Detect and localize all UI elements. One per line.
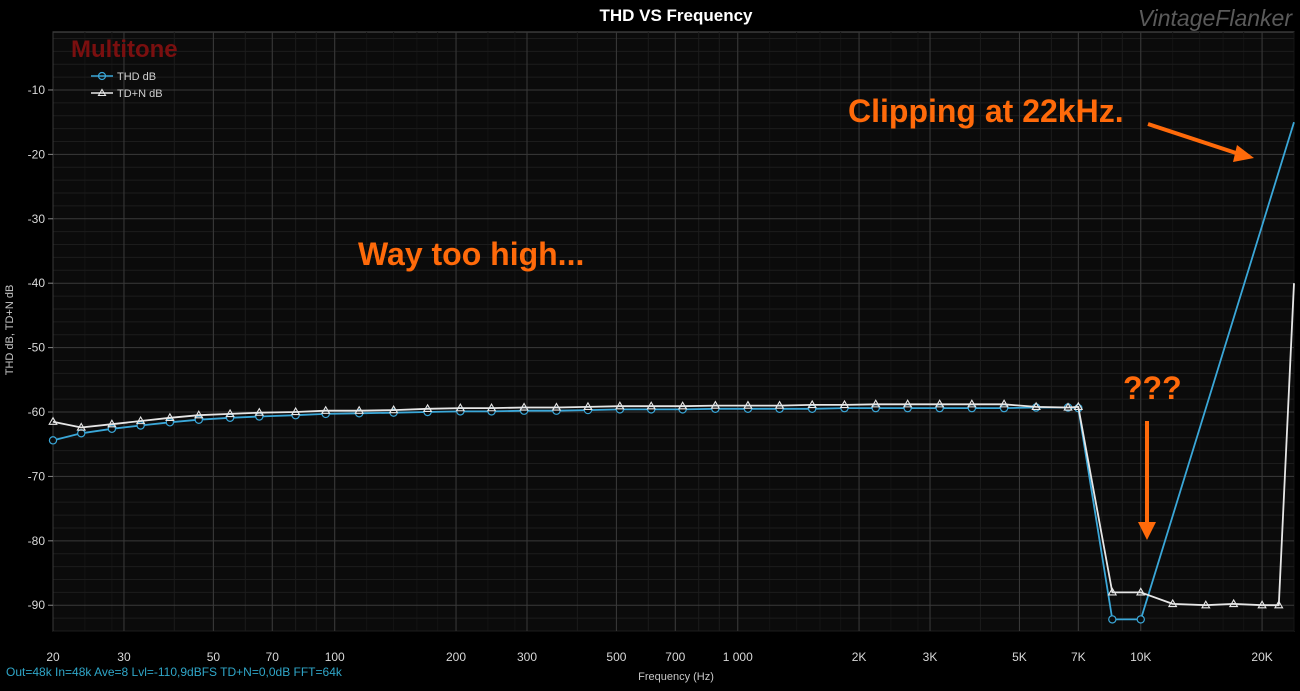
annotation-question-arrowhead <box>1138 522 1156 540</box>
x-tick-label: 20 <box>46 650 60 664</box>
annotation-question: ??? <box>1123 370 1182 406</box>
data-point-thd <box>77 429 86 438</box>
x-tick-label: 70 <box>266 650 280 664</box>
x-tick-label: 5K <box>1012 650 1027 664</box>
x-tick-label: 700 <box>665 650 685 664</box>
x-tick-label: 500 <box>606 650 626 664</box>
data-point-tdn <box>551 402 562 411</box>
data-point-tdn <box>1073 401 1084 411</box>
x-tick-label: 20K <box>1251 650 1272 664</box>
x-tick-label: 1 000 <box>723 650 753 664</box>
data-point-tdn <box>1257 600 1267 609</box>
data-point-tdn <box>839 399 850 409</box>
x-tick-label: 2K <box>852 650 867 664</box>
x-tick-label: 200 <box>446 650 466 664</box>
data-point-tdn <box>1201 600 1211 609</box>
annotation-way-too-high: Way too high... <box>358 236 584 272</box>
data-point-tdn <box>870 399 881 408</box>
legend-thd-label: THD dB <box>117 71 156 83</box>
data-point-thd <box>1108 615 1117 624</box>
y-tick-label: -50 <box>28 341 46 355</box>
legend-tdn-label: TD+N dB <box>117 88 163 100</box>
data-point-tdn <box>225 408 235 418</box>
data-point-tdn <box>135 415 146 425</box>
data-point-tdn <box>774 400 785 409</box>
plot-area <box>52 31 1295 632</box>
status-line: Out=48k In=48k Ave=8 Lvl=-110,9dBFS TD+N… <box>6 665 343 679</box>
x-axis-label: Frequency (Hz) <box>638 671 714 683</box>
data-point-tdn <box>1107 587 1118 596</box>
data-point-tdn <box>165 412 175 421</box>
brand-watermark: VintageFlanker <box>1138 5 1294 31</box>
y-tick-label: -60 <box>28 405 46 419</box>
x-tick-label: 3K <box>923 650 938 664</box>
data-point-tdn <box>422 403 433 412</box>
data-point-tdn <box>807 399 817 409</box>
annotation-clipping: Clipping at 22kHz. <box>848 93 1124 129</box>
y-axis-label: THD dB, TD+N dB <box>4 285 16 376</box>
x-tick-label: 10K <box>1130 650 1151 664</box>
x-tick-label: 50 <box>207 650 221 664</box>
y-axis-ticks: -10 -20 -30 -40 -50 -60 -70 -80 -90 <box>28 83 53 612</box>
data-point-tdn <box>999 399 1009 408</box>
data-point-tdn <box>934 399 945 408</box>
data-point-tdn <box>677 401 688 410</box>
data-point-tdn <box>76 422 86 431</box>
data-point-tdn <box>1063 402 1073 411</box>
data-point-tdn <box>388 404 399 414</box>
series-line-tdn <box>52 283 1295 607</box>
data-point-tdn <box>354 405 364 414</box>
y-tick-label: -80 <box>28 534 46 548</box>
annotations: Clipping at 22kHz. Way too high... ??? <box>358 93 1254 540</box>
watermark: Multitone <box>71 36 178 63</box>
data-point-tdn <box>1228 598 1239 608</box>
data-point-tdn <box>583 401 593 411</box>
data-point-tdn <box>710 400 721 409</box>
data-point-tdn <box>743 400 753 409</box>
data-point-thd <box>136 421 145 430</box>
data-point-tdn <box>194 410 204 419</box>
legend: THD dB TD+N dB <box>91 71 163 100</box>
data-point-tdn <box>48 416 58 425</box>
x-tick-label: 100 <box>325 650 345 664</box>
data-point-tdn <box>1136 587 1146 596</box>
data-point-tdn <box>254 407 265 416</box>
annotation-clipping-arrowhead <box>1233 145 1254 162</box>
chart-title: THD VS Frequency <box>599 6 753 25</box>
data-point-tdn <box>1274 600 1284 609</box>
data-point-tdn <box>646 401 656 410</box>
y-tick-label: -40 <box>28 276 46 290</box>
data-point-tdn <box>1167 598 1178 608</box>
data-point-tdn <box>615 401 625 410</box>
y-tick-label: -90 <box>28 598 46 612</box>
major-grid <box>52 32 1294 631</box>
data-point-tdn <box>902 399 913 408</box>
x-tick-label: 7K <box>1071 650 1086 664</box>
data-point-thd <box>1136 615 1145 624</box>
data-point-tdn <box>107 419 117 428</box>
data-point-thd <box>48 436 58 445</box>
data-point-tdn <box>290 406 301 416</box>
legend-tdn-marker <box>97 88 107 97</box>
y-tick-label: -70 <box>28 469 46 483</box>
data-point-tdn <box>455 403 466 412</box>
x-axis-ticks: 20 30 50 70 100 200 300 500 700 1 000 2K 3K 5K 7K 10K 2… <box>46 650 1272 664</box>
y-tick-label: -10 <box>28 83 46 97</box>
series-layer <box>48 121 1295 624</box>
data-point-tdn <box>967 399 977 408</box>
x-tick-label: 300 <box>517 650 537 664</box>
data-point-thd <box>165 418 175 427</box>
data-point-thd <box>194 415 203 424</box>
data-point-tdn <box>1031 401 1041 411</box>
data-point-tdn <box>519 402 529 411</box>
y-tick-label: -30 <box>28 212 46 226</box>
annotation-clipping-arrow <box>1147 122 1243 157</box>
data-point-tdn <box>320 405 331 414</box>
x-tick-label: 30 <box>117 650 131 664</box>
y-tick-label: -20 <box>28 147 46 161</box>
legend-thd-marker <box>97 71 107 81</box>
data-point-thd <box>107 424 117 433</box>
data-point-tdn <box>486 403 497 412</box>
